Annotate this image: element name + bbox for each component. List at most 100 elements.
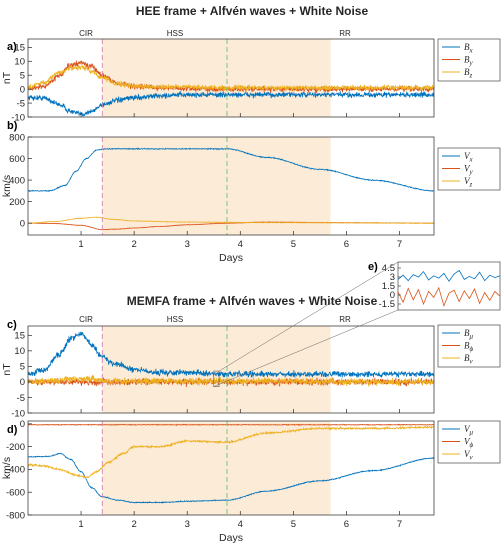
hss-shaded-region — [102, 421, 331, 515]
panel-label-d: d) — [7, 424, 18, 436]
panel-label-c: c) — [7, 319, 17, 331]
x-tick-label: 1 — [78, 519, 83, 530]
y-axis-label: km/s — [1, 175, 13, 197]
y-axis-label: km/s — [1, 457, 13, 479]
y-tick-label: -5 — [17, 98, 25, 109]
y-tick-label: 0 — [20, 84, 25, 95]
panel-e-inset: -1.501.534.5 — [379, 261, 501, 311]
legend-label-2: Vν — [464, 449, 474, 462]
top-figure-title: HEE frame + Alfvén waves + White Noise — [136, 4, 369, 18]
legend-label-2: Vz — [464, 176, 473, 189]
series-line-2 — [28, 375, 434, 387]
panel-label-a: a) — [7, 41, 17, 53]
legend-label-0: Bμ — [464, 328, 474, 341]
y-tick-label: 5 — [20, 362, 25, 373]
zoom-source-rect — [213, 370, 220, 387]
y-tick-label: -600 — [6, 488, 25, 499]
y-tick-label: 15 — [14, 43, 25, 54]
series-line-0 — [28, 331, 434, 379]
x-tick-label: 7 — [397, 239, 402, 250]
inset-series-line-1 — [397, 286, 501, 308]
y-axis-label: nT — [1, 363, 13, 376]
series-line-2 — [28, 424, 434, 480]
inset-y-tick-label: 4.5 — [382, 263, 395, 274]
legend-label-2: Bz — [464, 67, 473, 80]
x-tick-label: 2 — [131, 519, 136, 530]
x-tick-label: 2 — [131, 239, 136, 250]
y-axis-label: nT — [1, 71, 13, 84]
axes-box — [27, 136, 435, 236]
x-tick-label: 5 — [291, 239, 296, 250]
x-tick-label: 7 — [397, 519, 402, 530]
y-tick-label: -10 — [11, 408, 25, 419]
y-tick-label: -5 — [17, 393, 25, 404]
x-tick-label: 3 — [185, 239, 190, 250]
series-line-0 — [28, 452, 434, 504]
region-label-hss-bottom: HSS — [167, 315, 183, 324]
legend-label-0: Vμ — [464, 424, 474, 437]
x-tick-label: 6 — [344, 239, 349, 250]
y-tick-label: 0 — [20, 419, 25, 430]
y-tick-label: 15 — [14, 331, 25, 342]
y-tick-label: 400 — [9, 175, 25, 186]
series-line-2 — [28, 64, 434, 92]
series-line-2 — [28, 216, 434, 224]
hss-shaded-region — [102, 137, 331, 235]
y-tick-label: 10 — [14, 57, 25, 68]
region-label-hss-top: HSS — [167, 29, 183, 38]
x-tick-label: 4 — [238, 519, 243, 530]
y-tick-label: 0 — [20, 218, 25, 229]
x-tick-label: 5 — [291, 519, 296, 530]
inset-y-tick-label: -1.5 — [379, 299, 395, 310]
legend-label-1: By — [464, 55, 474, 68]
y-tick-label: 0 — [20, 377, 25, 388]
x-tick-label: 1 — [78, 239, 83, 250]
inset-series-line-0 — [397, 269, 501, 282]
x-tick-label: 3 — [185, 519, 190, 530]
y-tick-label: 600 — [9, 154, 25, 165]
series-line-0 — [28, 90, 434, 117]
x-axis-label: Days — [219, 532, 243, 544]
region-label-rr-top: RR — [339, 29, 351, 38]
y-tick-label: 5 — [20, 71, 25, 82]
series-line-0 — [28, 147, 434, 192]
bottom-figure-title: MEMFA frame + Alfvén waves + White Noise — [127, 294, 378, 308]
x-tick-label: 4 — [238, 239, 243, 250]
panel-label-b: b) — [7, 120, 18, 132]
series-line-1 — [28, 423, 434, 427]
zoom-connector-upper — [218, 261, 399, 372]
legend-label-2: Bν — [464, 353, 474, 366]
y-tick-label: -10 — [11, 112, 25, 123]
y-tick-label: -400 — [6, 465, 25, 476]
inset-y-tick-label: 0 — [390, 290, 395, 301]
hss-shaded-region — [102, 39, 331, 117]
axes-box — [27, 38, 435, 118]
region-label-cir-top: CIR — [79, 29, 93, 38]
y-tick-label: 800 — [9, 132, 25, 143]
y-tick-label: -800 — [6, 510, 25, 521]
inset-y-tick-label: 3 — [390, 272, 395, 283]
legend-label-1: Vy — [464, 164, 474, 177]
inset-y-tick-label: 1.5 — [382, 281, 395, 292]
x-axis-label: Days — [219, 252, 243, 264]
legend-label-1: Bϕ — [464, 341, 474, 354]
y-tick-label: 200 — [9, 197, 25, 208]
legend-label-0: Bx — [464, 42, 474, 55]
inset-axes-box — [397, 261, 501, 311]
zoom-connector-layer — [213, 261, 399, 387]
y-tick-label: 10 — [14, 346, 25, 357]
x-tick-label: 6 — [344, 519, 349, 530]
region-label-cir-bottom: CIR — [79, 315, 93, 324]
y-tick-label: -200 — [6, 442, 25, 453]
axes-box — [27, 325, 435, 414]
